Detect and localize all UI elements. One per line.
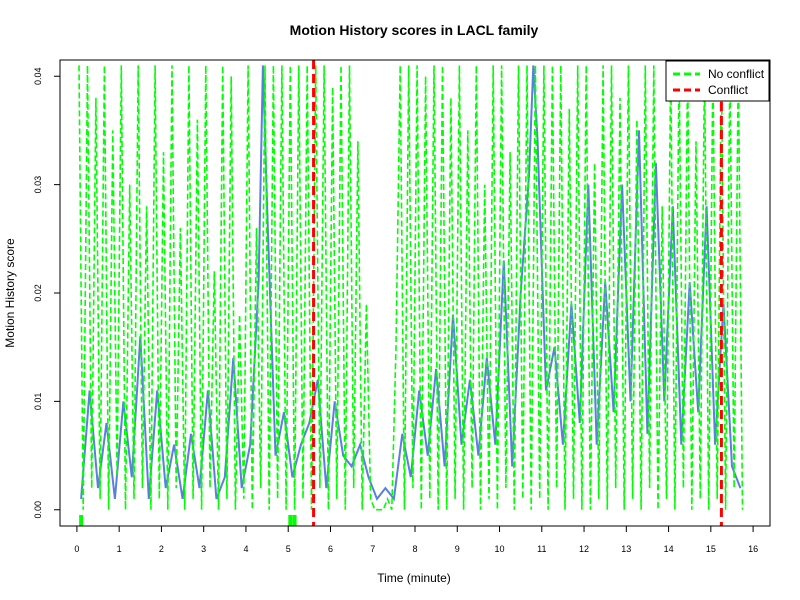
x-tick-label-6: 6: [328, 544, 333, 554]
x-tick-label-16: 16: [748, 544, 758, 554]
bottom-marker-2: [292, 515, 297, 526]
x-tick-label-13: 13: [621, 544, 631, 554]
y-tick-label-3: 0.03: [33, 176, 43, 194]
x-tick-label-3: 3: [201, 544, 206, 554]
x-tick-label-12: 12: [579, 544, 589, 554]
chart-title: Motion History scores in LACL family: [290, 22, 539, 38]
x-tick-label-14: 14: [664, 544, 674, 554]
x-tick-label-5: 5: [286, 544, 291, 554]
x-tick-label-7: 7: [370, 544, 375, 554]
x-tick-label-15: 15: [706, 544, 716, 554]
bottom-marker-1: [288, 515, 293, 526]
legend-box: [665, 60, 770, 102]
x-tick-label-4: 4: [243, 544, 248, 554]
x-tick-label-8: 8: [412, 544, 417, 554]
y-axis: 0.00 0.01 0.02 0.03 0.04: [33, 67, 60, 519]
y-tick-label-2: 0.02: [33, 284, 43, 302]
plot-area: [78, 60, 744, 526]
legend-label-no-conflict: No conflict: [708, 67, 765, 81]
x-tick-label-0: 0: [74, 544, 79, 554]
x-axis-label: Time (minute): [377, 571, 451, 585]
legend: No conflict Conflict: [665, 60, 770, 102]
x-axis: 0 1 2 3 4 5 6 7 8 9 10 11 12 13 14 15 16: [74, 526, 758, 554]
x-tick-label-9: 9: [455, 544, 460, 554]
x-tick-label-2: 2: [159, 544, 164, 554]
y-axis-label: Motion History score: [3, 238, 17, 348]
series-line-no-conflict: [78, 65, 744, 511]
x-tick-label-1: 1: [117, 544, 122, 554]
y-tick-label-4: 0.04: [33, 67, 43, 85]
y-tick-label-1: 0.01: [33, 393, 43, 411]
y-tick-label-0: 0.00: [33, 501, 43, 519]
bottom-marker-0: [79, 515, 84, 526]
x-tick-label-10: 10: [495, 544, 505, 554]
x-tick-label-11: 11: [537, 544, 546, 554]
legend-label-conflict: Conflict: [708, 83, 749, 97]
